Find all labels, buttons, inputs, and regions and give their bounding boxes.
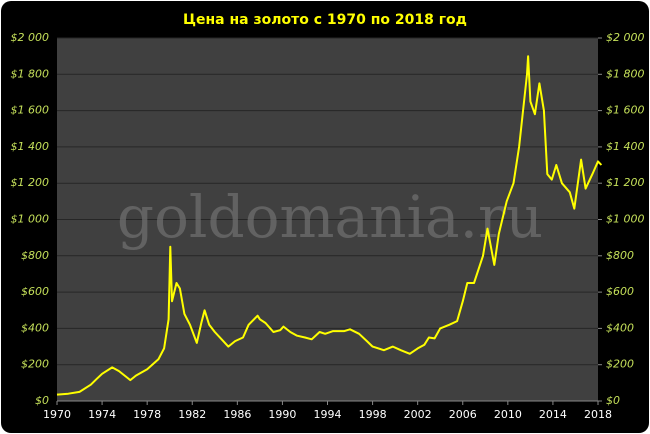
y2-tick-label: $0 xyxy=(606,394,620,407)
y-tick-label: $600 xyxy=(21,285,49,298)
y2-tick-label: $1 200 xyxy=(606,176,645,189)
x-tick-label: 2010 xyxy=(494,408,522,421)
y-tick-label: $200 xyxy=(21,358,49,371)
x-tick-label: 1994 xyxy=(314,408,342,421)
y-tick-label: $400 xyxy=(21,321,49,334)
y2-tick-label: $400 xyxy=(606,321,634,334)
y-tick-label: $1 800 xyxy=(11,67,50,80)
y-tick-label: $1 200 xyxy=(11,176,50,189)
x-tick-label: 1990 xyxy=(268,408,296,421)
y2-tick-label: $600 xyxy=(606,285,634,298)
x-tick-label: 1978 xyxy=(133,408,161,421)
x-tick-label: 1974 xyxy=(88,408,116,421)
x-tick-label: 1970 xyxy=(43,408,71,421)
x-tick-label: 2002 xyxy=(404,408,432,421)
y-tick-label: $1 000 xyxy=(11,213,50,226)
x-tick-label: 1982 xyxy=(178,408,206,421)
y-tick-label: $1 400 xyxy=(11,140,50,153)
x-tick-label: 2018 xyxy=(584,408,612,421)
x-tick-label: 1986 xyxy=(223,408,251,421)
y2-tick-label: $2 000 xyxy=(606,31,645,44)
watermark: goldomania.ru xyxy=(117,183,543,251)
chart-title: Цена на золото с 1970 по 2018 год xyxy=(183,12,467,28)
x-tick-label: 2014 xyxy=(539,408,567,421)
y2-tick-label: $1 000 xyxy=(606,213,645,226)
y2-tick-label: $1 600 xyxy=(606,104,645,117)
x-tick-label: 2006 xyxy=(449,408,477,421)
y-tick-label: $0 xyxy=(35,394,49,407)
y-tick-label: $800 xyxy=(21,249,49,262)
y2-tick-label: $200 xyxy=(606,358,634,371)
y2-tick-label: $1 400 xyxy=(606,140,645,153)
y-tick-label: $2 000 xyxy=(11,31,50,44)
y2-tick-label: $1 800 xyxy=(606,67,645,80)
price-line xyxy=(56,55,603,396)
y-tick-label: $1 600 xyxy=(11,104,50,117)
x-tick-label: 1998 xyxy=(359,408,387,421)
y2-tick-label: $800 xyxy=(606,249,634,262)
